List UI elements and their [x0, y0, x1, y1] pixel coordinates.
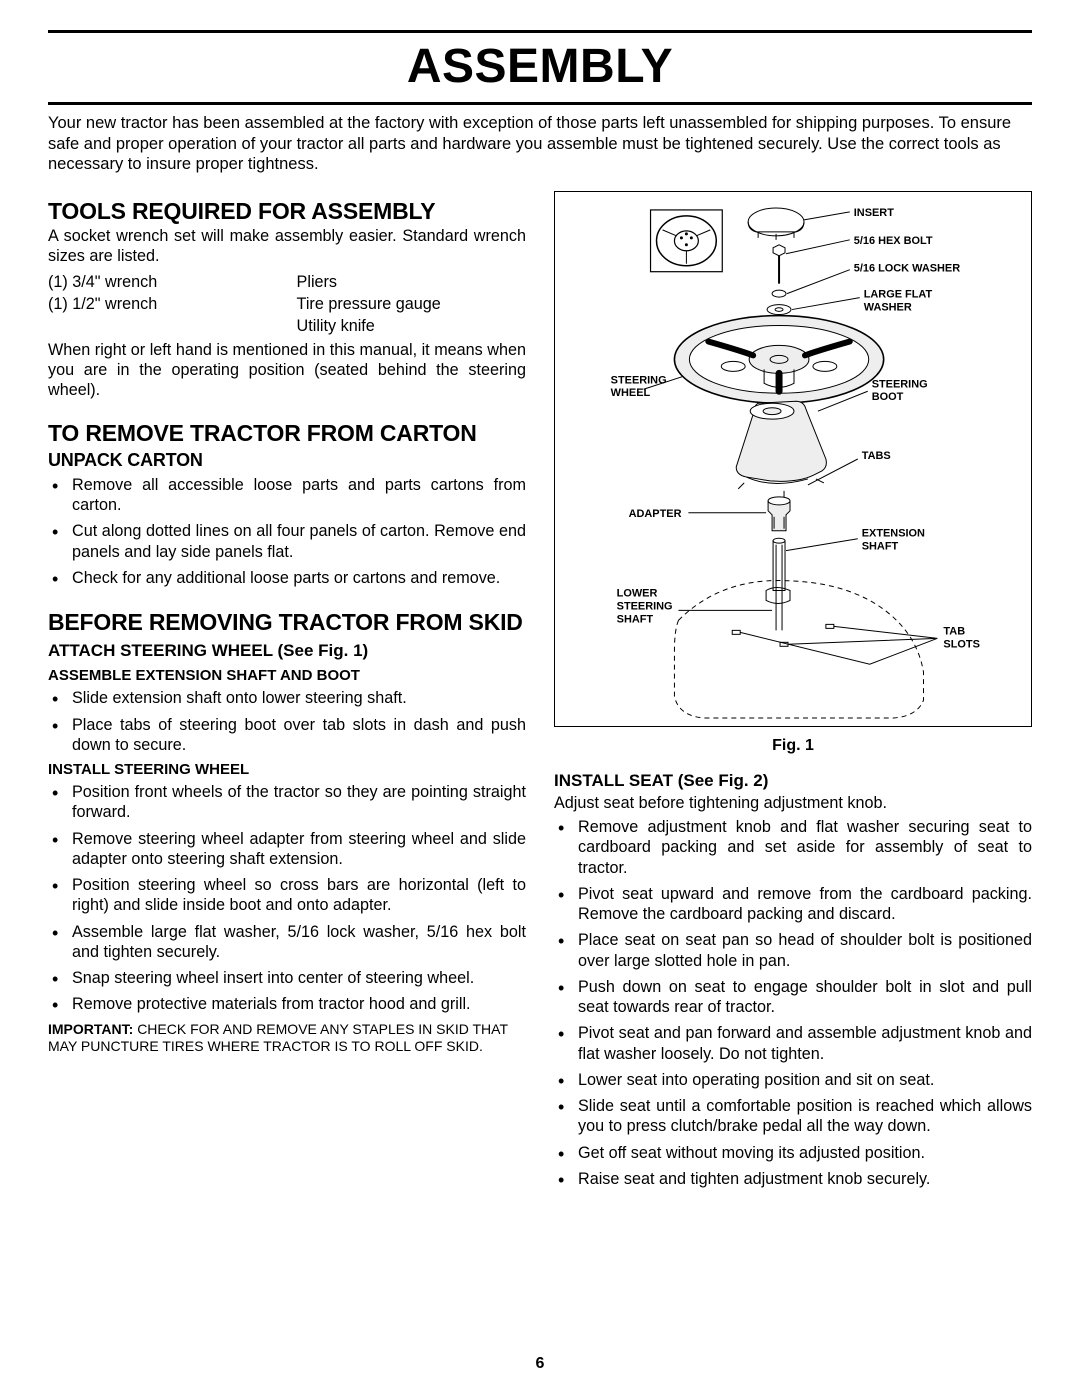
list-item: Check for any additional loose parts or …: [48, 568, 526, 588]
unpack-list: Remove all accessible loose parts and pa…: [48, 475, 526, 588]
list-item: Get off seat without moving its adjusted…: [554, 1143, 1032, 1163]
tools-lead: A socket wrench set will make assembly e…: [48, 226, 526, 267]
tools-heading: TOOLS REQUIRED FOR ASSEMBLY: [48, 199, 526, 224]
ext-shaft-list: Slide extension shaft onto lower steerin…: [48, 688, 526, 755]
important-label: IMPORTANT:: [48, 1021, 133, 1037]
tool-item: (1) 3/4" wrench: [48, 271, 297, 293]
steering-boot-part: [736, 401, 826, 499]
list-item: Remove protective materials from tractor…: [48, 994, 526, 1014]
lock-washer-part: [772, 290, 786, 297]
install-wheel-list: Position front wheels of the tractor so …: [48, 782, 526, 1015]
list-item: Snap steering wheel insert into center o…: [48, 968, 526, 988]
label-boot: BOOT: [872, 391, 904, 403]
insert-part: [748, 208, 804, 240]
extension-shaft-part: [773, 538, 785, 590]
list-item: Remove adjustment knob and flat washer s…: [554, 817, 1032, 878]
figure-caption: Fig. 1: [554, 737, 1032, 755]
label-insert: INSERT: [854, 207, 894, 219]
list-item: Slide extension shaft onto lower steerin…: [48, 688, 526, 708]
adapter-part: [768, 497, 790, 531]
seat-lead: Adjust seat before tightening adjustment…: [554, 793, 1032, 813]
tool-list: (1) 3/4" wrench (1) 1/2" wrench Pliers T…: [48, 271, 526, 338]
list-item: Pivot seat and pan forward and assemble …: [554, 1023, 1032, 1064]
install-wheel-subheading: INSTALL STEERING WHEEL: [48, 761, 526, 778]
list-item: Lower seat into operating position and s…: [554, 1070, 1032, 1090]
seat-list: Remove adjustment knob and flat washer s…: [554, 817, 1032, 1189]
intro-paragraph: Your new tractor has been assembled at t…: [48, 105, 1032, 175]
two-column-layout: TOOLS REQUIRED FOR ASSEMBLY A socket wre…: [48, 189, 1032, 1195]
label-hexbolt: 5/16 HEX BOLT: [854, 235, 933, 247]
label-tabs: TABS: [862, 450, 891, 462]
unpack-subheading: UNPACK CARTON: [48, 450, 526, 471]
steering-wheel-part: [674, 315, 883, 403]
list-item: Slide seat until a comfortable position …: [554, 1096, 1032, 1137]
figure-1-diagram: INSERT 5/16 HEX BOLT 5/16 LOCK WASHER: [554, 191, 1032, 727]
tool-item: (1) 1/2" wrench: [48, 293, 297, 315]
page-number: 6: [0, 1355, 1080, 1373]
page-title: ASSEMBLY: [48, 33, 1032, 102]
list-item: Raise seat and tighten adjustment knob s…: [554, 1169, 1032, 1189]
label-wheel: WHEEL: [611, 387, 651, 399]
install-seat-heading: INSTALL SEAT (See Fig. 2): [554, 771, 1032, 791]
label-steering: STEERING: [611, 374, 667, 386]
hex-bolt-part: [773, 245, 785, 284]
dash-part: [674, 580, 923, 717]
label-shaft2: SHAFT: [617, 613, 654, 625]
list-item: Remove steering wheel adapter from steer…: [48, 829, 526, 870]
important-note: IMPORTANT: CHECK FOR AND REMOVE ANY STAP…: [48, 1021, 526, 1056]
label-slots: SLOTS: [943, 638, 979, 650]
label-largeflat: LARGE FLAT: [864, 288, 933, 300]
list-item: Remove all accessible loose parts and pa…: [48, 475, 526, 516]
list-item: Place tabs of steering boot over tab slo…: [48, 715, 526, 756]
list-item: Assemble large flat washer, 5/16 lock wa…: [48, 922, 526, 963]
list-item: Pivot seat upward and remove from the ca…: [554, 884, 1032, 925]
orientation-note: When right or left hand is mentioned in …: [48, 340, 526, 401]
label-lockwasher: 5/16 LOCK WASHER: [854, 263, 960, 275]
tool-item: Utility knife: [297, 315, 526, 337]
label-extension: EXTENSION: [862, 528, 925, 540]
label-shaft: SHAFT: [862, 541, 899, 553]
list-item: Cut along dotted lines on all four panel…: [48, 521, 526, 562]
inset-wheel-icon: [651, 210, 723, 272]
assemble-ext-subheading: ASSEMBLE EXTENSION SHAFT AND BOOT: [48, 667, 526, 684]
list-item: Position front wheels of the tractor so …: [48, 782, 526, 823]
right-column: INSERT 5/16 HEX BOLT 5/16 LOCK WASHER: [554, 189, 1032, 1195]
label-steering2: STEERING: [617, 600, 673, 612]
label-tab: TAB: [943, 625, 965, 637]
label-washer: WASHER: [864, 301, 912, 313]
label-adapter: ADAPTER: [629, 508, 682, 520]
tool-item: Pliers: [297, 271, 526, 293]
left-column: TOOLS REQUIRED FOR ASSEMBLY A socket wre…: [48, 189, 526, 1195]
before-heading: BEFORE REMOVING TRACTOR FROM SKID: [48, 610, 526, 635]
tool-item: Tire pressure gauge: [297, 293, 526, 315]
label-steering-b: STEERING: [872, 378, 928, 390]
attach-wheel-subheading: ATTACH STEERING WHEEL (See Fig. 1): [48, 641, 526, 661]
list-item: Push down on seat to engage shoulder bol…: [554, 977, 1032, 1018]
flat-washer-part: [767, 304, 791, 314]
label-lower: LOWER: [617, 587, 658, 599]
remove-heading: TO REMOVE TRACTOR FROM CARTON: [48, 421, 526, 446]
list-item: Position steering wheel so cross bars ar…: [48, 875, 526, 916]
list-item: Place seat on seat pan so head of should…: [554, 930, 1032, 971]
